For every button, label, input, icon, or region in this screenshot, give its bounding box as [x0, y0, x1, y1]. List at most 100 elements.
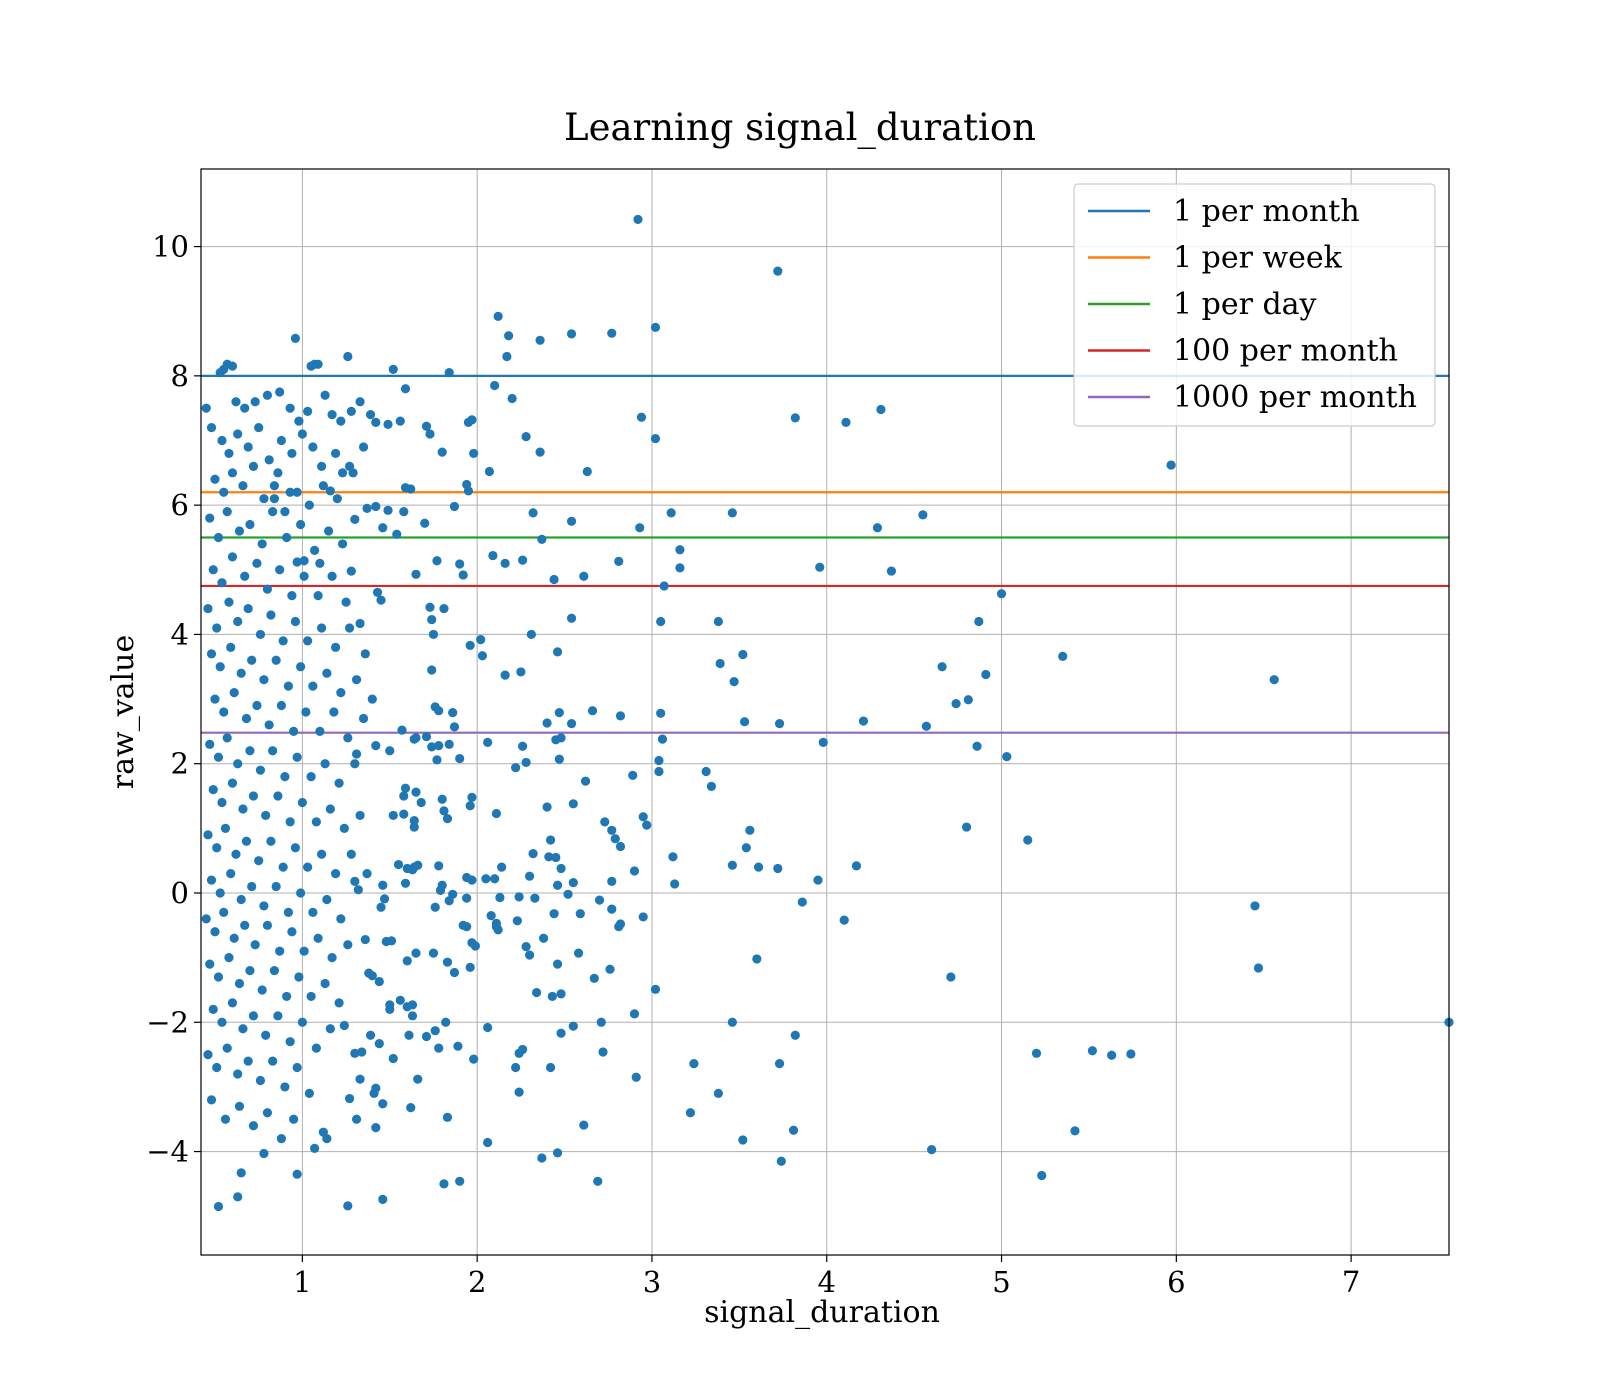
data-point — [299, 571, 309, 581]
data-point — [715, 658, 725, 669]
data-point — [374, 1039, 384, 1049]
data-point — [483, 1022, 493, 1033]
data-point — [582, 466, 592, 477]
data-point — [406, 484, 416, 494]
data-point — [552, 959, 563, 969]
data-point — [1250, 901, 1260, 911]
data-point — [409, 816, 419, 826]
data-point — [425, 602, 435, 612]
data-point — [745, 825, 755, 835]
data-point — [362, 503, 372, 513]
data-point — [289, 726, 299, 736]
data-point — [273, 468, 283, 478]
data-point — [1107, 1050, 1117, 1060]
data-point — [386, 936, 397, 946]
data-point — [1126, 1049, 1136, 1059]
data-point — [231, 397, 241, 407]
data-point — [638, 912, 648, 922]
data-point — [458, 570, 468, 580]
data-point — [493, 311, 503, 321]
data-point — [262, 920, 273, 930]
data-point — [638, 812, 648, 822]
data-point — [512, 916, 522, 926]
data-point — [310, 545, 320, 555]
data-point — [402, 1002, 412, 1012]
data-point — [240, 403, 250, 413]
data-point — [556, 1028, 566, 1038]
data-point — [670, 879, 680, 889]
data-point — [469, 448, 479, 459]
data-point — [657, 734, 668, 744]
data-point — [444, 739, 454, 749]
data-point — [336, 914, 346, 924]
data-point — [379, 894, 390, 904]
data-point — [542, 718, 552, 728]
data-point — [568, 878, 578, 888]
data-point — [336, 688, 346, 698]
data-point — [511, 1062, 521, 1073]
data-point — [234, 526, 245, 536]
data-point — [568, 1021, 578, 1031]
data-point — [317, 849, 327, 859]
data-point — [538, 933, 549, 943]
data-point — [629, 1009, 640, 1019]
data-point — [568, 799, 578, 809]
data-point — [255, 629, 266, 640]
data-point — [566, 329, 577, 339]
data-point — [299, 556, 309, 566]
data-point — [350, 876, 360, 886]
data-point — [631, 1072, 641, 1082]
data-point — [273, 791, 283, 801]
data-point — [713, 616, 723, 627]
data-point — [322, 668, 332, 678]
data-point — [355, 1074, 365, 1084]
data-point — [996, 589, 1007, 599]
data-point — [407, 1011, 418, 1021]
data-point — [675, 545, 685, 555]
data-point — [551, 852, 561, 863]
data-point — [535, 447, 545, 457]
x-tick-label: 3 — [643, 1265, 661, 1299]
data-point — [217, 797, 227, 808]
data-point — [566, 516, 577, 526]
data-point — [441, 1017, 451, 1027]
data-point — [951, 698, 961, 709]
data-point — [269, 481, 280, 491]
data-point — [259, 901, 269, 911]
data-point — [776, 1156, 786, 1166]
data-point — [495, 892, 505, 903]
data-point — [238, 481, 248, 491]
data-point — [303, 406, 313, 417]
data-point — [813, 875, 823, 885]
data-point — [212, 623, 222, 633]
data-point — [289, 1114, 299, 1124]
data-point — [213, 532, 224, 543]
data-point — [1023, 835, 1033, 845]
data-point — [469, 1054, 479, 1064]
data-point — [378, 880, 388, 890]
data-point — [552, 1148, 563, 1158]
data-point — [290, 333, 300, 343]
data-point — [521, 757, 531, 768]
data-point — [378, 1194, 388, 1205]
data-point — [851, 861, 862, 871]
data-point — [224, 448, 234, 459]
data-point — [437, 447, 447, 457]
data-point — [587, 706, 598, 716]
data-point — [402, 956, 412, 966]
data-point — [303, 636, 313, 646]
data-point — [399, 809, 409, 819]
data-point — [727, 1017, 737, 1027]
data-point — [257, 539, 267, 549]
data-point — [1070, 1126, 1080, 1136]
data-point — [212, 1062, 222, 1073]
x-tick-label: 6 — [1167, 1265, 1185, 1299]
data-point — [400, 384, 411, 394]
data-point — [350, 514, 360, 524]
data-point — [531, 987, 542, 998]
data-point — [491, 922, 501, 932]
data-point — [409, 734, 419, 744]
data-point — [556, 989, 566, 999]
data-point — [573, 948, 584, 958]
legend-label: 1 per week — [1173, 241, 1343, 276]
